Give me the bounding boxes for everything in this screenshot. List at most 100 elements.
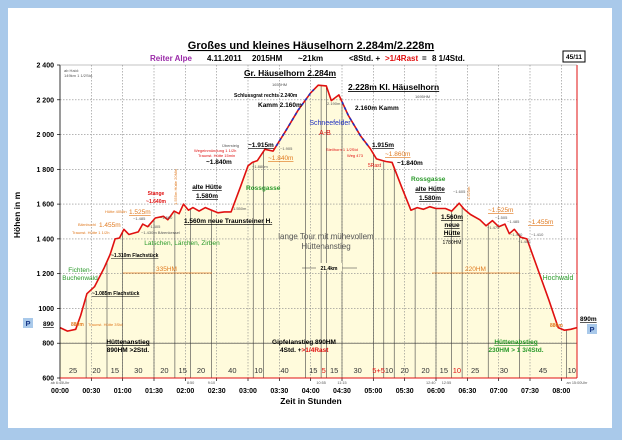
parking-badge-left <box>23 318 33 328</box>
y-tick-label: 2 400 <box>36 63 54 70</box>
ann-neue-huette-left: 1.560m neue Traunsteiner H. <box>184 218 272 225</box>
x-axis-label: Zeit in Stunden <box>280 396 341 406</box>
x-tick-label: 05:00 <box>364 388 382 395</box>
ann-fichten: Fichten- <box>68 267 91 274</box>
ann-neue-huette-right: 1.560m <box>441 214 463 221</box>
ann-stange: Stange <box>148 191 165 197</box>
x-tick-label: 00:00 <box>51 388 69 395</box>
x-tick-label: 03:00 <box>239 388 257 395</box>
ann-1840-right: ~1.840m <box>397 160 423 167</box>
ann-880-right: 880m <box>550 323 563 329</box>
ann-distance: 21,4km <box>321 266 339 272</box>
ann-huettenanstieg-info: 890HM >2Std. <box>107 347 150 354</box>
x-tick-label: 03:30 <box>270 388 288 395</box>
ann-hochwald: Hochwald <box>543 275 574 282</box>
segment-duration-label: 15 <box>179 366 187 375</box>
clock-time-label: 9:10 <box>208 381 215 385</box>
ann-huette: Hütte <box>444 230 461 237</box>
ann-kl-peak: 2.228m Kl. Häuselhorn <box>348 82 439 92</box>
segment-duration-label: 15 <box>330 366 338 375</box>
x-tick-label: 08:00 <box>552 388 570 395</box>
segment-duration-label: 15 <box>309 366 317 375</box>
ann-1485: ~1.485 <box>133 216 146 221</box>
subtitle-distance: ~21km <box>298 54 323 63</box>
segment-duration-label: 40 <box>280 366 288 375</box>
ann-1455-right: ~1.455m <box>528 219 553 226</box>
segment-duration-label: 20 <box>92 366 100 375</box>
segment-duration-label: 20 <box>160 366 168 375</box>
ann-1430: ~1.430m Bärenkessel <box>141 230 180 235</box>
ann-end-890: 890m <box>580 316 597 323</box>
x-tick-label: 06:00 <box>427 388 445 395</box>
ann-335hm: 335HM <box>156 266 177 273</box>
x-tick-label: 02:00 <box>176 388 194 395</box>
x-tick-label: 02:30 <box>208 388 226 395</box>
ann-1780hm: 1780HM <box>443 240 462 246</box>
ann-1410: ~1.410 <box>531 232 544 237</box>
x-tick-label: 04:30 <box>333 388 351 395</box>
ann-traun-1-5h: Traunst. Hütte 1 1/2h <box>72 230 109 235</box>
ann-peak-hm: 1655HM <box>272 82 287 87</box>
ann-weg1: Wegeinmündung 1 1/2h <box>194 148 236 153</box>
chart-title: Großes und kleines Häuselhorn 2.284m/2.2… <box>188 40 435 52</box>
segment-duration-label: 5 <box>322 366 326 375</box>
clock-time-label: 12:55 <box>442 381 452 385</box>
ann-220hm: 220HM <box>465 266 486 273</box>
ann-alte-huette-left-height: 1.580m <box>196 193 218 200</box>
segment-duration-label: 10 <box>568 366 576 375</box>
badge-box <box>562 50 586 63</box>
ann-flach-1310: ~1.310m Flachstück <box>111 253 159 259</box>
segment-duration-label: 45 <box>539 366 547 375</box>
ann-1405: ~1.405 <box>148 224 161 229</box>
ann-start-info: ab Haid: <box>64 68 79 73</box>
ann-1525-right: ~1.525m <box>488 207 513 214</box>
ann-ab: A-B <box>319 130 331 137</box>
ann-huettenanstieg: Hüttenanstieg <box>106 339 149 346</box>
badge: 45/11 <box>566 54 582 61</box>
segment-duration-label: 20 <box>421 366 429 375</box>
subtitle: Reiter Alpe 4.11.2011 2015HM ~21km <8Std… <box>150 54 465 63</box>
ann-1905: ~1.905 <box>280 146 293 151</box>
segment-duration-label: 15 <box>440 366 448 375</box>
ann-1485-right: ~1.485 <box>507 219 520 224</box>
ann-1505: ~1.505 <box>495 215 508 220</box>
parking-icon: P <box>25 319 30 328</box>
y-tick-label: 600 <box>42 376 54 383</box>
ann-1455-left: 1.455m <box>99 222 121 229</box>
segment-duration-label: 15 <box>111 366 119 375</box>
parking-icon-right: P <box>589 325 594 334</box>
blue-dashed-ridge-section <box>341 101 369 147</box>
ann-kamm-left: Kamm 2.160m <box>258 102 302 109</box>
segment-duration-label: 40 <box>228 366 236 375</box>
segment-duration-label: 10 <box>254 366 262 375</box>
y-tick-label: 1 400 <box>36 236 54 243</box>
subtitle-total: 8 1/4Std. <box>432 54 465 63</box>
subtitle-time: <8Std. + <box>349 54 380 63</box>
subtitle-date: 4.11.2011 <box>207 54 242 63</box>
ann-latschen: Latschen, Lärchen, Zirben <box>144 240 220 247</box>
x-tick-label: 00:30 <box>82 388 100 395</box>
ann-uebersteig: Übersteig <box>222 143 239 148</box>
segment-duration-label: 30 <box>353 366 361 375</box>
segment-duration-label: 10 <box>453 366 461 375</box>
ann-1915-right: 1.915m <box>372 142 394 149</box>
subtitle-region: Reiter Alpe <box>150 54 192 63</box>
ann-alte-huette-left: alte Hütte <box>192 184 222 191</box>
ann-flach-1085: ~1.085m Flachstück <box>92 291 140 297</box>
ann-1525-left: 1.525m <box>129 209 151 216</box>
ann-1400: ~1.400 <box>518 239 531 244</box>
y-tick-label: 1000 <box>38 306 54 313</box>
ann-steilhorn: Steilhorn 1 1/2Std <box>326 147 358 152</box>
ann-neue: neue <box>444 222 460 229</box>
ann-1500: ~1.500 <box>160 215 173 220</box>
ann-gipfelanstieg: Gipfelanstieg 890HM <box>272 339 336 346</box>
x-tick-label: 07:30 <box>521 388 539 395</box>
x-tick-label: 06:30 <box>458 388 476 395</box>
clock-time-label: 8:50 <box>187 381 194 385</box>
y-tick-label: 1 800 <box>36 167 54 174</box>
parking-badge-right <box>587 324 597 334</box>
subtitle-eq: = <box>422 54 427 63</box>
ann-1840-orange: ~1.840m <box>268 155 293 162</box>
clock-time-label: 12:40 <box>426 381 436 385</box>
y-tick-label: 2 200 <box>36 97 54 104</box>
